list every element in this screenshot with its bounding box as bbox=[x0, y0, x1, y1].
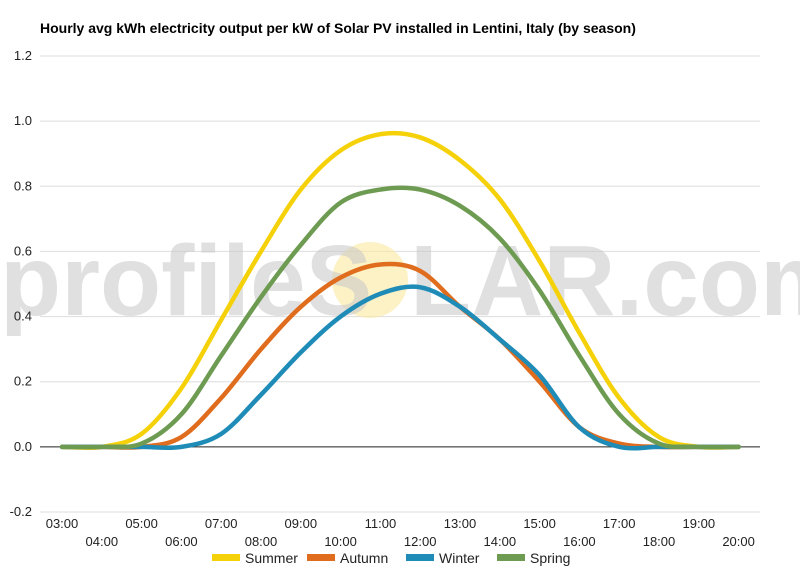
y-tick-label: 0.8 bbox=[14, 178, 32, 193]
legend-swatch-autumn bbox=[307, 554, 335, 561]
legend-swatch-spring bbox=[497, 554, 525, 561]
series-line-autumn bbox=[59, 261, 741, 450]
legend: Summer Autumn Winter Spring bbox=[212, 550, 570, 566]
legend-label-spring: Spring bbox=[530, 550, 570, 566]
y-tick-label: 0.2 bbox=[14, 374, 32, 389]
x-tick-label: 04:00 bbox=[86, 534, 119, 549]
series-line-summer bbox=[59, 130, 741, 451]
watermark-sun-logo bbox=[332, 242, 408, 318]
chart-title: Hourly avg kWh electricity output per kW… bbox=[40, 20, 636, 36]
watermark-text-right: LAR.com bbox=[410, 225, 800, 337]
legend-swatch-summer bbox=[212, 554, 240, 561]
x-tick-label: 16:00 bbox=[563, 534, 596, 549]
y-tick-label: 1.0 bbox=[14, 113, 32, 128]
y-tick-label: 0.4 bbox=[14, 309, 32, 324]
y-tick-label: -0.2 bbox=[10, 504, 32, 519]
legend-label-winter: Winter bbox=[439, 550, 480, 566]
x-tick-label: 18:00 bbox=[643, 534, 676, 549]
x-tick-label: 05:00 bbox=[125, 516, 158, 531]
x-tick-label: 08:00 bbox=[245, 534, 278, 549]
watermark: profileS LAR.com bbox=[0, 225, 800, 337]
x-tick-label: 15:00 bbox=[523, 516, 556, 531]
series-line-winter bbox=[59, 284, 741, 451]
x-tick-label: 07:00 bbox=[205, 516, 238, 531]
x-tick-label: 13:00 bbox=[444, 516, 477, 531]
y-tick-label: 0.0 bbox=[14, 439, 32, 454]
x-tick-label: 11:00 bbox=[365, 516, 397, 531]
legend-label-autumn: Autumn bbox=[340, 550, 388, 566]
x-tick-label: 14:00 bbox=[484, 534, 517, 549]
y-tick-label: 0.6 bbox=[14, 243, 32, 258]
x-tick-label: 09:00 bbox=[285, 516, 318, 531]
x-tick-label: 10:00 bbox=[324, 534, 357, 549]
x-tick-label: 03:00 bbox=[46, 516, 79, 531]
series-lines bbox=[59, 130, 741, 451]
x-tick-label: 19:00 bbox=[683, 516, 716, 531]
x-tick-label: 12:00 bbox=[404, 534, 437, 549]
watermark-text-left: profileS bbox=[0, 225, 372, 337]
legend-label-summer: Summer bbox=[245, 550, 298, 566]
legend-swatch-winter bbox=[406, 554, 434, 561]
y-tick-label: 1.2 bbox=[14, 48, 32, 63]
x-tick-label: 17:00 bbox=[603, 516, 636, 531]
series-line-spring bbox=[59, 185, 741, 450]
x-tick-label: 06:00 bbox=[165, 534, 198, 549]
x-tick-label: 20:00 bbox=[722, 534, 755, 549]
